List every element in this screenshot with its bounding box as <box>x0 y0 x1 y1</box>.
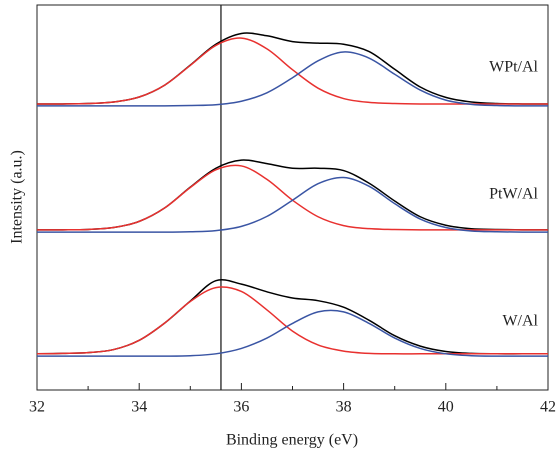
x-tick-label: 34 <box>131 399 147 416</box>
spectrum-line <box>36 286 548 355</box>
x-tick-label: 32 <box>29 399 45 416</box>
spectrum-line <box>36 176 549 233</box>
x-tick-label: 36 <box>233 399 249 416</box>
spectrum-line <box>36 51 549 107</box>
x-axis-label: Binding energy (eV) <box>226 432 358 449</box>
x-tick-label: 42 <box>540 399 556 416</box>
x-tick-label: 40 <box>438 399 454 416</box>
sample-label: W/Al <box>502 313 538 330</box>
sample-label: WPt/Al <box>489 59 538 76</box>
spectrum-line <box>36 159 549 231</box>
x-tick-label: 38 <box>336 399 352 416</box>
sample-label: PtW/Al <box>489 186 538 203</box>
spectrum-line <box>36 278 548 355</box>
y-axis-label: Intensity (a.u.) <box>9 150 26 244</box>
spectrum-line <box>36 32 549 105</box>
plot-frame <box>36 4 549 391</box>
spectrum-line <box>36 164 548 231</box>
spectrum-line <box>37 309 548 357</box>
spectrum-line <box>36 37 548 105</box>
